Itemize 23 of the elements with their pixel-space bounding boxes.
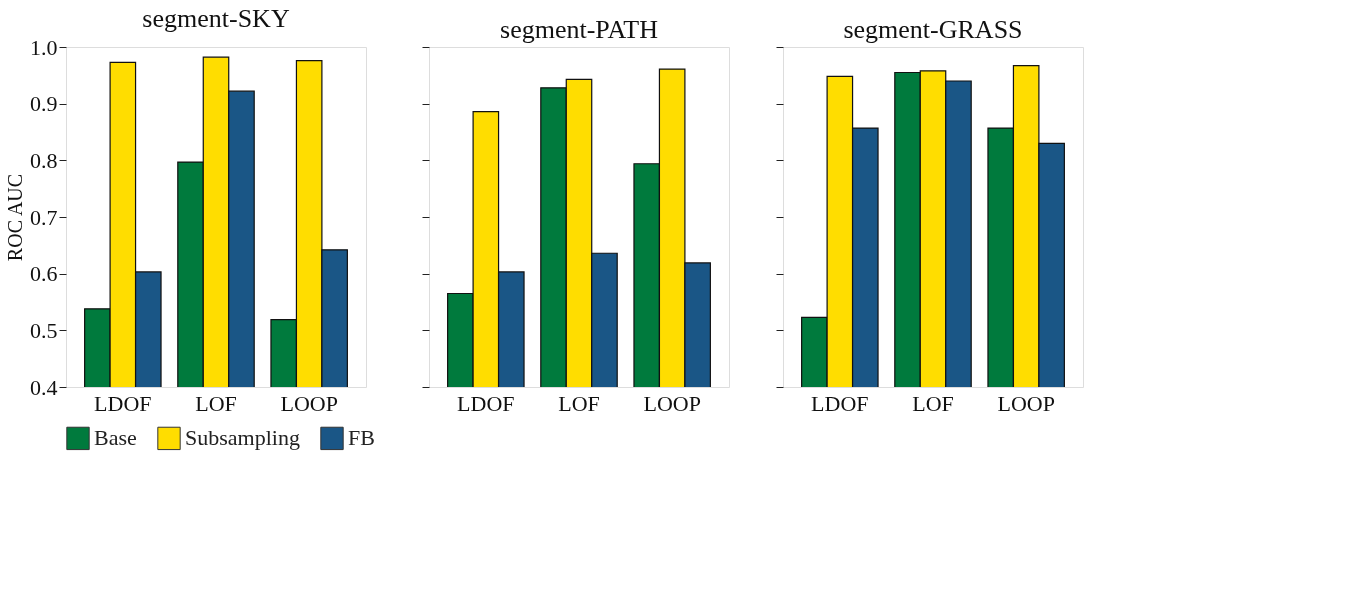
legend-label: Subsampling — [185, 425, 300, 451]
x-tick-label: LOOP — [643, 390, 701, 416]
y-tick-label: 0.6 — [30, 261, 58, 287]
y-tick-label: 0.7 — [30, 204, 58, 230]
y-tick-label: 1.0 — [30, 34, 58, 60]
x-tick-label: LOF — [912, 390, 954, 416]
chart-title: segment-SKY — [142, 4, 290, 33]
y-tick-label: 0.8 — [30, 147, 58, 173]
y-tick-label: 0.5 — [30, 317, 58, 343]
chart-title: segment-PATH — [500, 14, 659, 44]
y-axis-title: ROC AUC — [4, 173, 26, 262]
x-tick-label: LOOP — [280, 390, 338, 416]
x-tick-label: LOF — [558, 390, 600, 416]
x-tick-label: LOOP — [997, 390, 1055, 416]
legend-label: FB — [348, 425, 375, 451]
legend-label: Base — [94, 425, 137, 451]
y-tick-label: 0.9 — [30, 91, 58, 117]
x-tick-label: LDOF — [94, 390, 152, 416]
x-tick-label: LDOF — [457, 390, 515, 416]
x-tick-label: LOF — [195, 390, 237, 416]
y-tick-label: 0.4 — [30, 374, 58, 400]
chart-title: segment-GRASS — [843, 14, 1023, 44]
x-tick-label: LDOF — [811, 390, 869, 416]
